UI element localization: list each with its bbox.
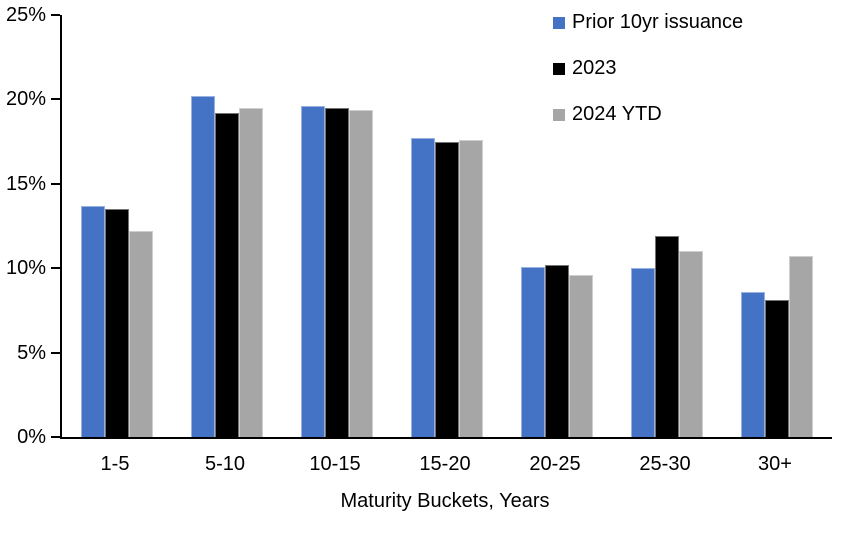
y-tick-mark	[51, 182, 60, 185]
legend-label: Prior 10yr issuance	[572, 11, 744, 33]
y-tick-mark	[51, 436, 60, 438]
bar-2023-30	[764, 300, 790, 437]
bar-group-10-15	[282, 15, 392, 437]
bar-2024-ytd-1-5	[129, 231, 154, 437]
legend-label: 2024 YTD	[572, 103, 662, 125]
x-axis-label-20-25: 20-25	[529, 453, 581, 475]
y-tick-mark	[51, 98, 60, 101]
bar-2024-ytd-15-20	[459, 139, 484, 437]
bar-group-15-20	[392, 15, 502, 437]
legend-label: 2023	[572, 57, 617, 79]
x-axis-label-5-10: 5-10	[204, 453, 246, 475]
legend: Prior 10yr issuance 2023 2024 YTD	[553, 11, 743, 149]
bar-group-30	[722, 15, 832, 437]
plot-area	[60, 15, 832, 439]
plot-groups	[62, 15, 832, 437]
y-tick-mark	[51, 267, 60, 270]
bar-2023-20-25	[544, 264, 570, 437]
bar-2024-ytd-5-10	[239, 107, 264, 437]
y-tick-label: 15%	[5, 172, 46, 195]
y-tick-label: 25%	[5, 4, 46, 26]
bar-prior-10yr-issuance-5-10	[190, 96, 215, 437]
bar-prior-10yr-issuance-20-25	[520, 266, 545, 437]
bar-prior-10yr-issuance-15-20	[410, 138, 435, 437]
y-tick-mark	[51, 351, 60, 354]
bar-group-5-10	[172, 15, 282, 437]
y-tick-label: 0%	[17, 426, 46, 448]
y-tick-mark	[51, 14, 60, 16]
x-axis-label-15-20: 15-20	[419, 453, 471, 475]
legend-item-2024-ytd: 2024 YTD	[553, 103, 743, 126]
bar-prior-10yr-issuance-30	[740, 291, 765, 437]
bar-prior-10yr-issuance-25-30	[630, 268, 655, 437]
x-axis-title: Maturity Buckets, Years	[340, 490, 550, 512]
x-axis-label-10-15: 10-15	[309, 453, 361, 475]
y-tick-label: 10%	[5, 257, 46, 280]
bar-group-20-25	[502, 15, 612, 437]
x-axis-label-25-30: 25-30	[639, 453, 691, 475]
legend-item-2023: 2023	[553, 57, 743, 80]
bar-group-1-5	[62, 15, 172, 437]
bar-2023-5-10	[214, 112, 240, 437]
y-axis: 0% 5% 10% 15% 20% 25%	[0, 4, 60, 448]
x-axis-labels: 1-5 5-10 10-15 15-20 20-25 25-30 30+	[60, 452, 830, 476]
legend-item-prior-10yr-issuance: Prior 10yr issuance	[553, 11, 743, 34]
bar-2023-15-20	[434, 141, 460, 437]
bar-2024-ytd-25-30	[679, 251, 704, 437]
legend-swatch-icon	[553, 16, 565, 29]
legend-swatch-icon	[553, 108, 565, 121]
bar-2023-25-30	[654, 236, 680, 437]
legend-swatch-icon	[553, 62, 565, 75]
bar-2023-10-15	[324, 107, 350, 437]
bar-2024-ytd-10-15	[349, 109, 374, 437]
bar-prior-10yr-issuance-1-5	[80, 205, 105, 437]
x-axis-label-1-5: 1-5	[100, 453, 130, 475]
bar-group-25-30	[612, 15, 722, 437]
x-axis-label-30: 30+	[758, 453, 792, 475]
y-tick-label: 5%	[17, 341, 46, 364]
bar-2024-ytd-30	[789, 256, 814, 437]
y-tick-label: 20%	[5, 88, 46, 111]
bar-2024-ytd-20-25	[569, 275, 594, 437]
bar-2023-1-5	[104, 209, 130, 437]
bar-prior-10yr-issuance-10-15	[300, 106, 325, 437]
